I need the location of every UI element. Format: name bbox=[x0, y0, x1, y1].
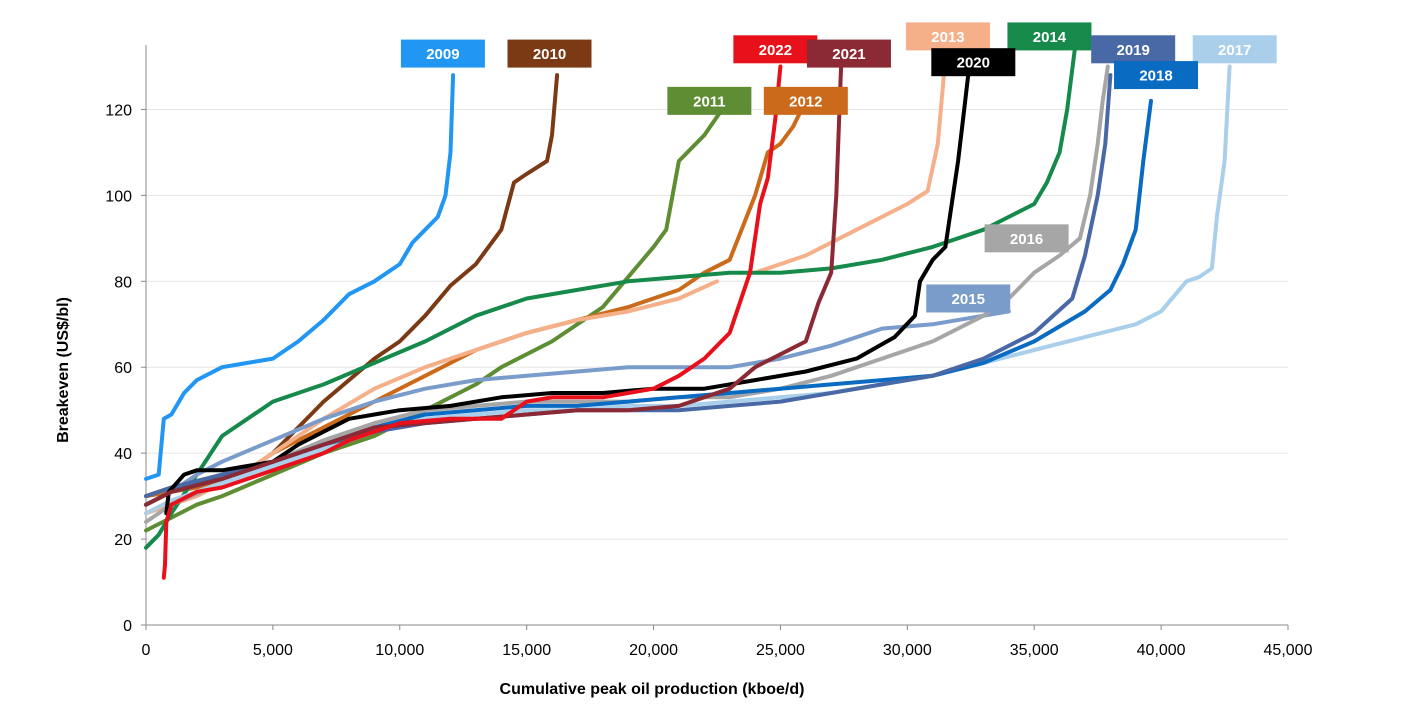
label-box bbox=[763, 86, 848, 115]
label-box bbox=[926, 284, 1011, 313]
y-tick-label: 0 bbox=[123, 618, 132, 635]
y-tick-label: 80 bbox=[114, 274, 132, 291]
label-2017: 2017 bbox=[1192, 35, 1277, 64]
label-box bbox=[984, 224, 1069, 253]
series-line-2013 bbox=[753, 55, 948, 275]
label-box bbox=[1091, 35, 1176, 64]
label-box bbox=[905, 22, 990, 51]
label-2015: 2015 bbox=[926, 284, 1011, 313]
series-line-2016 bbox=[1077, 64, 1110, 241]
label-text: 2015 bbox=[952, 291, 985, 308]
x-tick-label: 30,000 bbox=[883, 642, 932, 659]
label-text: 2021 bbox=[832, 46, 865, 63]
y-tick-label: 20 bbox=[114, 532, 132, 549]
series-line-2020 bbox=[164, 73, 971, 516]
label-text: 2010 bbox=[533, 46, 566, 63]
y-tick-label: 40 bbox=[114, 446, 132, 463]
x-axis-title: Cumulative peak oil production (kboe/d) bbox=[500, 681, 805, 698]
series-line-2021 bbox=[144, 55, 844, 507]
x-tick-label: 15,000 bbox=[502, 642, 551, 659]
series-labels: 2009 2010 2022 2021 2013 2014 2019 2017 2020 2018… bbox=[400, 22, 1277, 313]
x-tick-label: 20,000 bbox=[629, 642, 678, 659]
label-2011: 2011 bbox=[667, 86, 752, 115]
label-box bbox=[507, 39, 592, 68]
x-tick-label: 0 bbox=[142, 642, 151, 659]
label-2016: 2016 bbox=[984, 224, 1069, 253]
x-tick-label: 5,000 bbox=[253, 642, 293, 659]
label-2014: 2014 bbox=[1007, 22, 1092, 51]
label-2010: 2010 bbox=[507, 39, 592, 68]
label-box bbox=[931, 48, 1016, 77]
series-line-2011 bbox=[144, 107, 725, 533]
label-text: 2014 bbox=[1033, 29, 1067, 46]
series-line-2015 bbox=[144, 309, 1011, 507]
y-tick-label: 100 bbox=[105, 188, 132, 205]
label-box bbox=[400, 39, 485, 68]
label-2019: 2019 bbox=[1091, 35, 1176, 64]
label-text: 2011 bbox=[693, 93, 726, 110]
label-box bbox=[1114, 61, 1199, 90]
x-tick-label: 45,000 bbox=[1264, 642, 1313, 659]
label-2021: 2021 bbox=[806, 39, 891, 68]
series-line-2014 bbox=[144, 47, 1077, 550]
x-tick-label: 40,000 bbox=[1137, 642, 1186, 659]
label-box bbox=[667, 86, 752, 115]
x-tick-label: 35,000 bbox=[1010, 642, 1059, 659]
label-text: 2018 bbox=[1139, 68, 1172, 85]
series-line-2022 bbox=[161, 64, 783, 580]
label-2022: 2022 bbox=[733, 35, 818, 64]
y-tick-label: 60 bbox=[114, 360, 132, 377]
label-text: 2020 bbox=[957, 55, 990, 72]
y-tick-label: 120 bbox=[105, 102, 132, 119]
label-box bbox=[1192, 35, 1277, 64]
series-line-2010 bbox=[144, 73, 560, 499]
x-tick-label: 25,000 bbox=[756, 642, 805, 659]
label-2012: 2012 bbox=[763, 86, 848, 115]
y-axis-title: Breakeven (US$/bl) bbox=[55, 297, 72, 443]
label-text: 2017 bbox=[1218, 42, 1251, 59]
label-2009: 2009 bbox=[400, 39, 485, 68]
label-text: 2016 bbox=[1010, 231, 1043, 248]
label-text: 2022 bbox=[759, 42, 792, 59]
label-text: 2019 bbox=[1117, 42, 1150, 59]
series-line-2009 bbox=[144, 73, 456, 481]
x-tick-label: 10,000 bbox=[375, 642, 424, 659]
label-text: 2012 bbox=[789, 93, 822, 110]
label-text: 2009 bbox=[426, 46, 459, 63]
label-box bbox=[1007, 22, 1092, 51]
label-2013: 2013 bbox=[905, 22, 990, 51]
label-2018: 2018 bbox=[1114, 61, 1199, 90]
series-lines bbox=[144, 47, 1232, 580]
label-text: 2013 bbox=[931, 29, 964, 46]
label-box bbox=[806, 39, 891, 68]
axes: 0 20 40 60 80 100 120 0 5,000 10,000 15,000 20,000 2… bbox=[105, 45, 1313, 659]
label-2020: 2020 bbox=[931, 48, 1016, 77]
label-box bbox=[733, 35, 818, 64]
series-line-2012 bbox=[144, 98, 808, 499]
